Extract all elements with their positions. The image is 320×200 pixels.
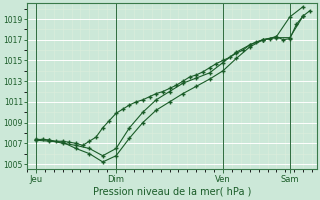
X-axis label: Pression niveau de la mer( hPa ): Pression niveau de la mer( hPa ) xyxy=(92,187,251,197)
